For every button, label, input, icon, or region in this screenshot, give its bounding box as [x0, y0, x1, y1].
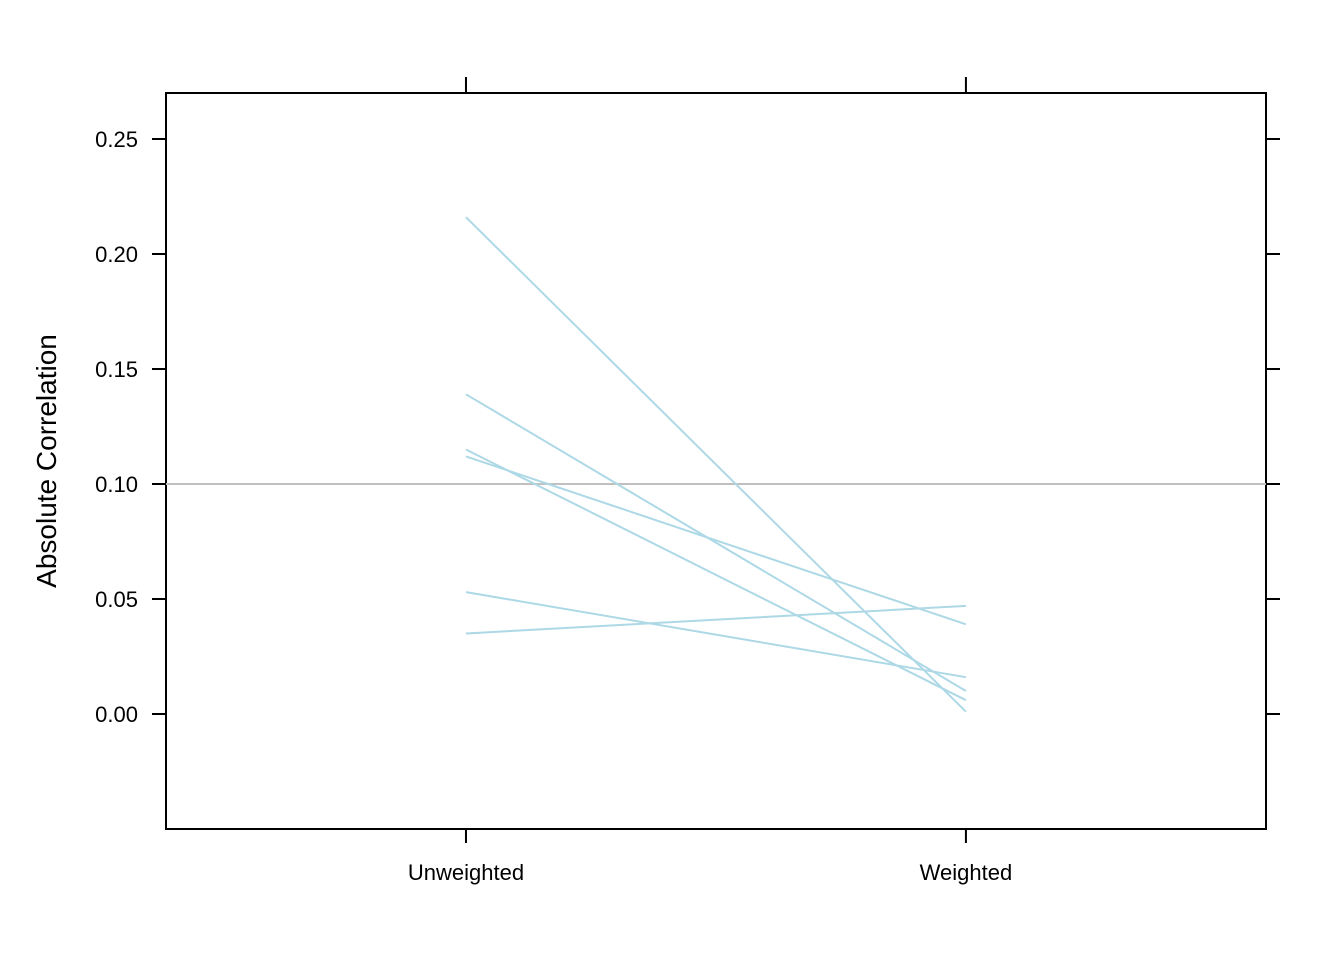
- plot-frame: [165, 92, 1267, 830]
- series-line-6: [465, 604, 966, 635]
- x-tick-label: Weighted: [920, 860, 1013, 885]
- y-tick-label: 0.25: [95, 127, 138, 152]
- y-axis-title: Absolute Correlation: [31, 334, 62, 588]
- y-tick-label: 0.05: [95, 587, 138, 612]
- y-tick-label: 0.20: [95, 242, 138, 267]
- series-line-4: [465, 455, 967, 626]
- y-tick-label: 0.15: [95, 357, 138, 382]
- series-line-2: [465, 393, 967, 692]
- y-tick-label: 0.00: [95, 702, 138, 727]
- series-line-5: [465, 591, 967, 679]
- x-tick-label: Unweighted: [408, 860, 524, 885]
- series-line-1: [465, 216, 967, 713]
- series-line-3: [465, 448, 967, 702]
- y-tick-label: 0.10: [95, 472, 138, 497]
